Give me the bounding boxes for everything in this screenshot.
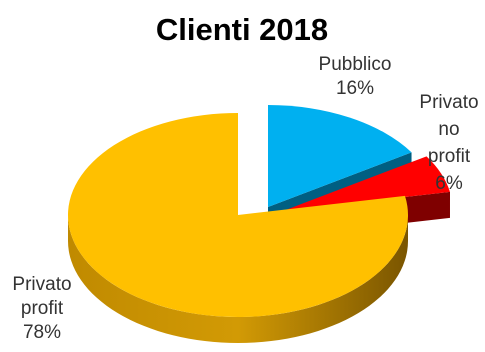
slice-label-pubblico: Pubblico 16% bbox=[319, 54, 392, 99]
slice-label-privato-no-profit: Privato no profit 6% bbox=[419, 92, 478, 194]
slice-label-privato-profit: Privato profit 78% bbox=[12, 274, 71, 343]
chart-title: Clienti 2018 bbox=[156, 12, 328, 47]
pie-slice-pubblico bbox=[268, 105, 412, 207]
pie-slice-privato-no-profit bbox=[283, 156, 450, 211]
pie-side-privato-profit bbox=[68, 215, 408, 343]
pie-labels: Pubblico 16% Privato no profit 6% Privato profi… bbox=[12, 54, 478, 343]
pie-tops bbox=[67, 105, 450, 317]
pie-slice-privato-profit bbox=[67, 113, 409, 317]
